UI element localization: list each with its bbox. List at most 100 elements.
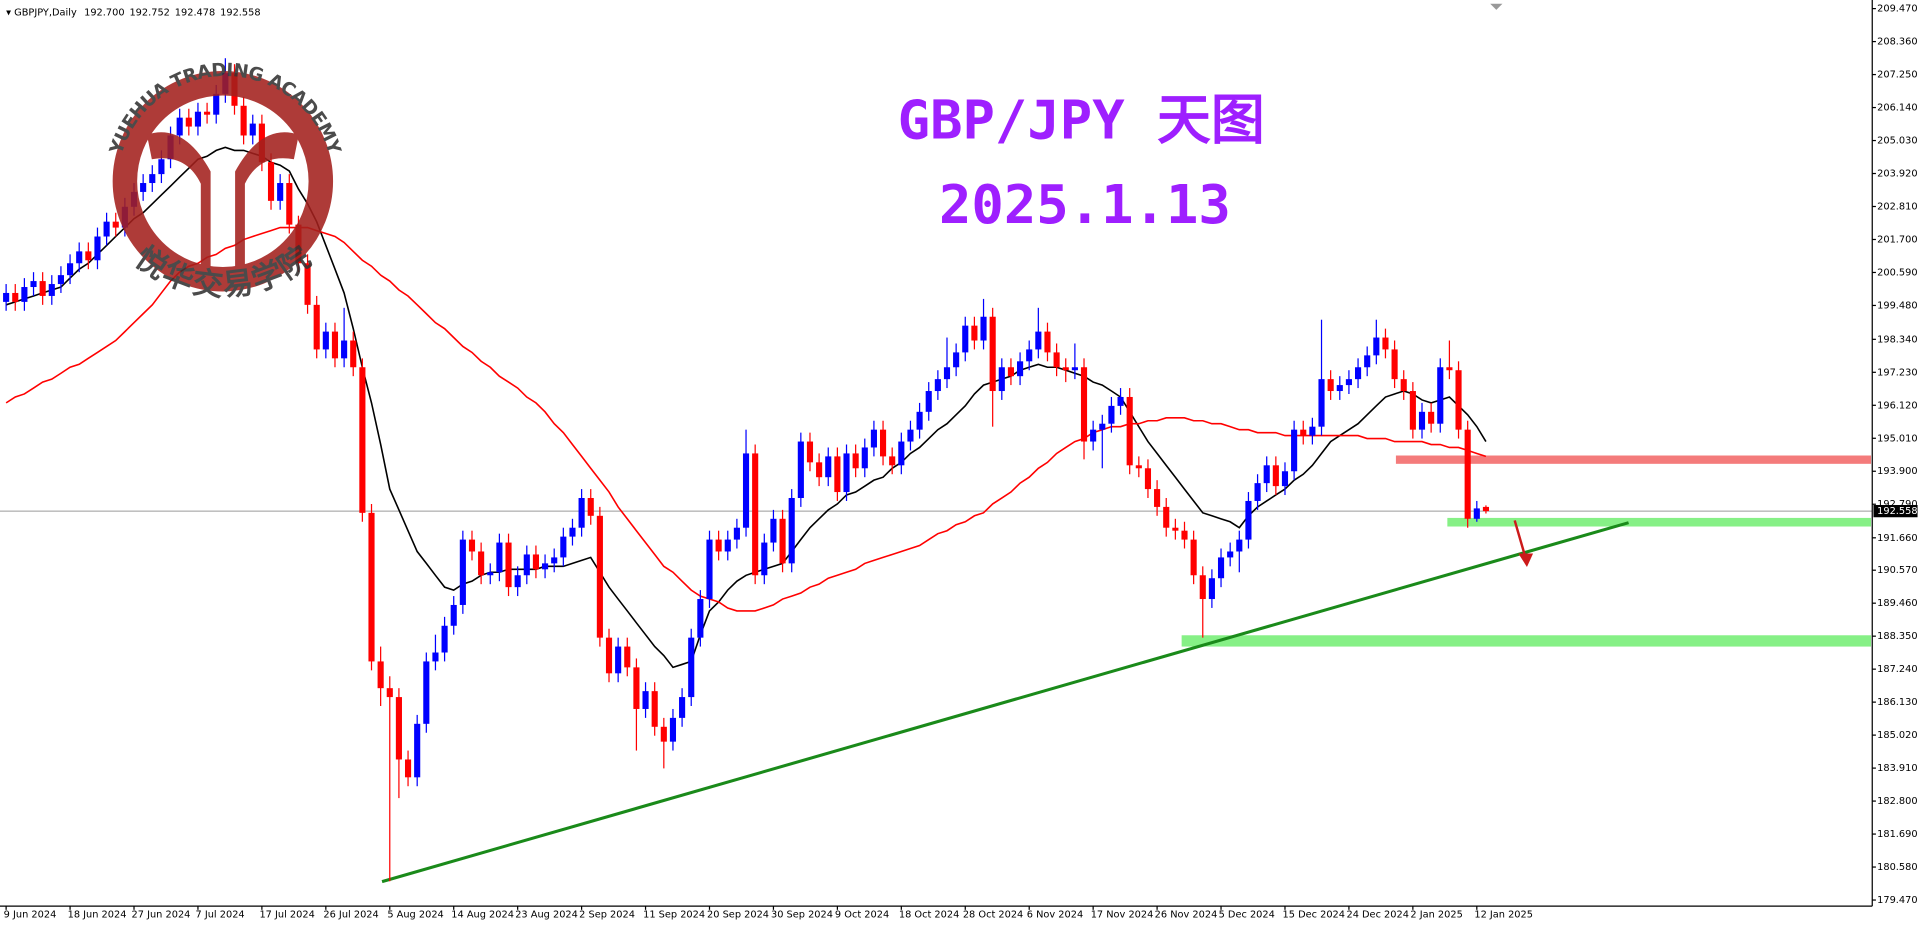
candle-body (596, 515, 603, 638)
y-tick-label: 199.480 (1877, 300, 1917, 311)
y-tick-label: 206.140 (1877, 103, 1917, 114)
candle-body (1473, 508, 1480, 519)
candle-body (523, 554, 530, 576)
candle-body (1099, 423, 1106, 430)
candle-body (267, 162, 275, 201)
candle-body (542, 563, 549, 570)
candle-body (834, 456, 841, 493)
candle-body (158, 159, 165, 175)
candle-body (1071, 367, 1078, 371)
y-tick-label: 193.900 (1877, 466, 1917, 477)
candle-body (551, 557, 558, 564)
candle-body (1437, 367, 1444, 424)
candle-body (633, 667, 640, 709)
zone (1395, 455, 1872, 464)
candle-body (1391, 349, 1398, 380)
candle-body (404, 759, 412, 778)
candle-body (1126, 396, 1133, 466)
candle-body (149, 174, 156, 184)
candle-body (925, 391, 932, 412)
candle-body (67, 263, 74, 276)
candle-body (1135, 465, 1142, 469)
candle-body (249, 123, 256, 136)
candle-body (1455, 370, 1462, 430)
candle-body (478, 551, 485, 576)
y-tick-label: 183.910 (1877, 763, 1917, 774)
candle-body (788, 497, 795, 564)
candle-body (843, 453, 850, 493)
candle-body (386, 688, 393, 698)
candle-body (587, 497, 594, 516)
candle-body (12, 292, 19, 302)
y-tick-label: 187.240 (1877, 664, 1917, 675)
candle-body (322, 331, 329, 350)
candle-body (1163, 506, 1170, 528)
candle-body (1318, 379, 1325, 427)
candle-body (898, 441, 905, 466)
candle-body (1354, 367, 1362, 380)
x-tick-label: 30 Sep 2024 (771, 910, 833, 921)
candle-body (487, 572, 494, 576)
candle-body (304, 263, 311, 305)
y-tick-label: 201.700 (1877, 234, 1917, 245)
candle-body (39, 281, 46, 296)
y-tick-label: 190.570 (1877, 565, 1917, 576)
candle-body (615, 646, 622, 674)
chart-subtitle: 2025.1.13 (939, 173, 1231, 236)
candle-body (907, 429, 914, 442)
candle-body (1373, 337, 1380, 356)
x-tick-label: 9 Oct 2024 (835, 910, 889, 921)
candle-body (277, 183, 284, 201)
candle-body (140, 183, 147, 192)
logo-mark (146, 132, 299, 285)
candle-body (1144, 468, 1152, 490)
candle-body (496, 542, 503, 573)
y-tick-label: 189.460 (1877, 598, 1917, 609)
candle-body (706, 539, 713, 600)
candle-body (1281, 471, 1289, 487)
candle-body (423, 661, 430, 724)
candle-body (1482, 506, 1490, 512)
average-line (5, 226, 1487, 612)
x-tick-label: 11 Sep 2024 (643, 910, 705, 921)
x-tick-label: 12 Jan 2025 (1474, 910, 1533, 921)
candle-body (733, 527, 740, 540)
symbol: GBPJPY,Daily (14, 7, 77, 18)
candle-body (660, 726, 667, 742)
candle-body (176, 117, 183, 136)
y-tick-label: 200.590 (1877, 267, 1917, 278)
candle-body (1254, 483, 1261, 501)
candle-body (57, 275, 64, 285)
candle-body (48, 284, 55, 296)
candle-body (368, 512, 375, 662)
zone (1447, 517, 1872, 527)
candle-body (377, 661, 384, 689)
candle-body (441, 625, 448, 653)
candle-body (1245, 500, 1252, 540)
candle-body (560, 536, 567, 558)
candle-body (505, 542, 512, 588)
y-tick-label: 209.470 (1877, 4, 1917, 15)
header-arrow: ▾ (6, 7, 14, 18)
candle-body (1190, 539, 1197, 576)
candle-body (350, 340, 357, 368)
candle-body (980, 316, 987, 341)
candle-body (752, 453, 759, 576)
candle-body (1446, 367, 1453, 371)
y-tick-label: 197.230 (1877, 367, 1917, 378)
symbol-header: ▾ GBPJPY,Daily 192.700 192.752 192.478 192.5… (6, 7, 260, 18)
y-tick-label: 205.030 (1877, 136, 1917, 147)
candle-body (715, 539, 722, 552)
candle-body (806, 441, 814, 463)
candle-body (1272, 465, 1279, 487)
candle-body (1227, 551, 1234, 558)
candle-body (21, 287, 28, 302)
candle-body (1428, 411, 1435, 424)
x-tick-label: 26 Nov 2024 (1155, 910, 1218, 921)
y-tick-label: 186.130 (1877, 697, 1917, 708)
candle-body (1217, 557, 1225, 579)
candle-body (889, 456, 896, 466)
candle-body (1208, 578, 1215, 600)
candle-body (85, 251, 92, 261)
